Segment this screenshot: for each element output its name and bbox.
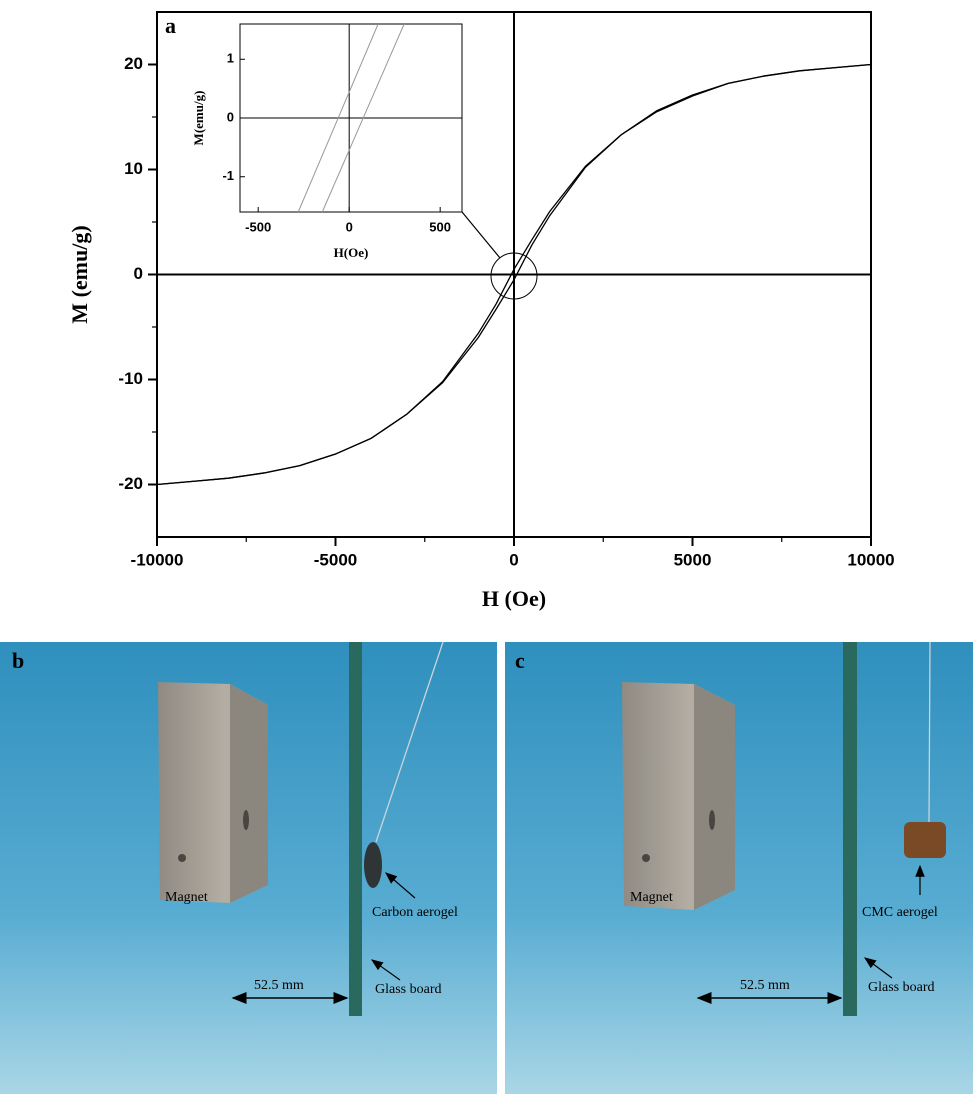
aerogel-shape [364, 842, 382, 888]
magnet-spot [178, 854, 186, 862]
board-arrow [864, 957, 893, 979]
inset-chart: -500 0 500 -1 0 1 H(Oe) M(emu/g) [191, 23, 463, 260]
magnet-side [230, 684, 268, 903]
aerogel-shape [904, 822, 946, 858]
object-arrow [385, 872, 416, 899]
zoom-circle [490, 252, 538, 300]
object-label: CMC aerogel [862, 905, 938, 920]
data-line [156, 63, 872, 486]
y-tick-label: -20 [118, 474, 143, 493]
x-tick-label: -500 [245, 219, 271, 234]
y-axis-title: M(emu/g) [191, 91, 206, 146]
y-tick-label: -10 [118, 369, 143, 388]
x-axis-title: H(Oe) [334, 245, 369, 260]
x-tick-label: 500 [429, 219, 451, 234]
magnet-label: Magnet [630, 890, 673, 905]
x-tick-label: 0 [509, 550, 518, 569]
distance-label: 52.5 mm [740, 978, 790, 993]
magnet-hole [243, 810, 249, 830]
board-label: Glass board [375, 982, 442, 997]
thread [928, 641, 931, 829]
data-line [321, 23, 405, 213]
magnet-label: Magnet [165, 890, 208, 905]
board-arrow [371, 959, 401, 981]
panel-label: b [12, 648, 24, 673]
glass-board [843, 642, 857, 1016]
x-tick-label: 0 [346, 219, 353, 234]
magnet-side [694, 684, 735, 910]
x-tick-label: 5000 [674, 550, 712, 569]
x-axis-title: H (Oe) [482, 586, 546, 611]
distance-label: 52.5 mm [254, 978, 304, 993]
y-tick-label: 0 [227, 109, 234, 124]
x-tick-label: -10000 [131, 550, 184, 569]
y-tick-label: 20 [124, 54, 143, 73]
board-label: Glass board [868, 980, 935, 995]
thread [375, 641, 444, 843]
panel-label: a [165, 13, 176, 38]
photo-c: Magnet CMC aerogel Glass board 52.5 mm c [505, 641, 973, 1094]
glass-board [349, 642, 362, 1016]
y-tick-label: 10 [124, 159, 143, 178]
photo-b: Magnet Carbon aerogel Glass board 52.5 m… [0, 641, 497, 1094]
x-tick-label: -5000 [314, 550, 357, 569]
y-tick-label: -1 [222, 168, 234, 183]
y-axis-title: M (emu/g) [67, 225, 92, 323]
x-tick-label: 10000 [847, 550, 894, 569]
magnet-spot [642, 854, 650, 862]
object-label: Carbon aerogel [372, 905, 458, 920]
y-tick-label: 1 [227, 51, 234, 66]
panel-label: c [515, 648, 525, 673]
y-tick-label: 0 [134, 264, 143, 283]
photo-background [505, 642, 973, 1094]
data-line [297, 23, 379, 213]
magnet-hole [709, 810, 715, 830]
